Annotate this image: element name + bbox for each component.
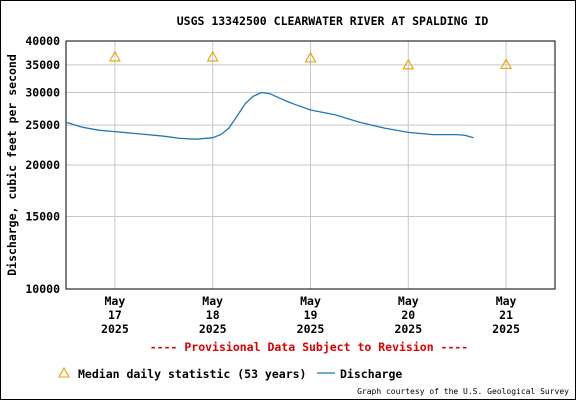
x-tick-label: 17 — [108, 308, 122, 322]
x-tick-label: 2025 — [297, 322, 325, 336]
plot-border — [65, 40, 556, 290]
x-tick-label: May — [202, 294, 223, 308]
median-marker — [304, 51, 317, 63]
y-tick-label: 15000 — [25, 209, 60, 223]
x-tick-label: 2025 — [394, 322, 422, 336]
x-tick-label: May — [105, 294, 126, 308]
x-tick-label: May — [300, 294, 321, 308]
x-tick-label: 21 — [499, 308, 513, 322]
x-tick-label: 18 — [206, 308, 220, 322]
chart-title: USGS 13342500 CLEARWATER RIVER AT SPALDI… — [177, 14, 489, 28]
provisional-note: ---- Provisional Data Subject to Revisio… — [150, 340, 469, 354]
y-tick-label: 25000 — [25, 118, 60, 132]
median-marker — [108, 50, 121, 62]
x-tick-label: 19 — [304, 308, 318, 322]
legend-median-label: Median daily statistic (53 years) — [78, 367, 306, 381]
median-marker — [402, 58, 415, 70]
y-tick-label: 30000 — [25, 85, 60, 99]
legend-discharge-label: Discharge — [340, 367, 402, 381]
x-tick-label: 20 — [401, 308, 415, 322]
y-tick-label: 10000 — [25, 282, 60, 296]
x-tick-label: May — [496, 294, 517, 308]
y-tick-label: 35000 — [25, 58, 60, 72]
legend-median-marker — [58, 366, 70, 378]
x-tick-label: May — [398, 294, 419, 308]
x-tick-label: 2025 — [199, 322, 227, 336]
x-tick-label: 2025 — [492, 322, 520, 336]
median-marker — [500, 58, 513, 69]
y-tick-label: 40000 — [25, 34, 60, 48]
usgs-credit: Graph courtesy of the U.S. Geological Su… — [357, 387, 569, 396]
x-tick-label: 2025 — [101, 322, 129, 336]
discharge-line — [65, 91, 474, 140]
median-marker — [206, 50, 219, 62]
y-tick-label: 20000 — [25, 158, 60, 172]
y-axis-label: Discharge, cubic feet per second — [5, 54, 19, 276]
